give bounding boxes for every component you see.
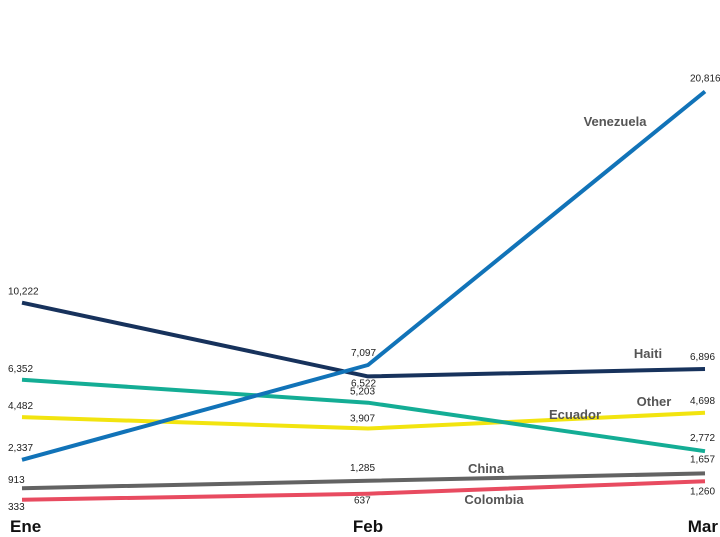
- data-label-other: 4,698: [690, 396, 715, 407]
- series-line-china: [21, 471, 706, 491]
- data-label-colombia: 333: [8, 502, 25, 513]
- data-labels: 2,337 7,097 20,816 10,222 6,522 6,896 4,482 3,9…: [8, 74, 720, 513]
- data-label-ecuador: 6,352: [8, 364, 33, 375]
- series-line-venezuela: [21, 89, 707, 462]
- series-label-venezuela: Venezuela: [584, 114, 648, 129]
- series-lines: [21, 89, 707, 502]
- series-labels: Venezuela Haiti Other Ecuador China Colombia: [464, 114, 671, 507]
- x-tick-label: Mar: [688, 517, 719, 536]
- series-label-colombia: Colombia: [464, 492, 524, 507]
- data-label-venezuela: 20,816: [690, 74, 720, 85]
- series-label-haiti: Haiti: [634, 346, 662, 361]
- data-label-ecuador: 5,203: [350, 387, 375, 398]
- series-line-haiti: [21, 300, 706, 379]
- data-label-venezuela: 7,097: [351, 348, 376, 359]
- series-line-ecuador: [21, 377, 706, 454]
- x-axis: Ene Feb Mar: [10, 517, 718, 536]
- x-tick-label: Ene: [10, 517, 41, 536]
- series-line-other: [21, 410, 706, 431]
- series-label-china: China: [468, 461, 505, 476]
- data-label-haiti: 6,522: [351, 378, 376, 389]
- data-label-china: 913: [8, 475, 25, 486]
- data-label-haiti: 10,222: [8, 287, 39, 298]
- data-label-china: 1,285: [350, 463, 375, 474]
- data-label-ecuador: 2,772: [690, 433, 715, 444]
- data-label-other: 3,907: [350, 414, 375, 425]
- data-label-colombia: 1,260: [690, 486, 715, 497]
- data-label-haiti: 6,896: [690, 352, 715, 363]
- series-line-colombia: [21, 479, 706, 502]
- data-label-venezuela: 2,337: [8, 443, 33, 454]
- x-tick-label: Feb: [353, 517, 383, 536]
- data-label-china: 1,657: [690, 454, 715, 465]
- data-label-colombia: 637: [354, 496, 371, 507]
- series-label-other: Other: [637, 394, 672, 409]
- series-label-ecuador: Ecuador: [549, 407, 601, 422]
- data-label-other: 4,482: [8, 401, 33, 412]
